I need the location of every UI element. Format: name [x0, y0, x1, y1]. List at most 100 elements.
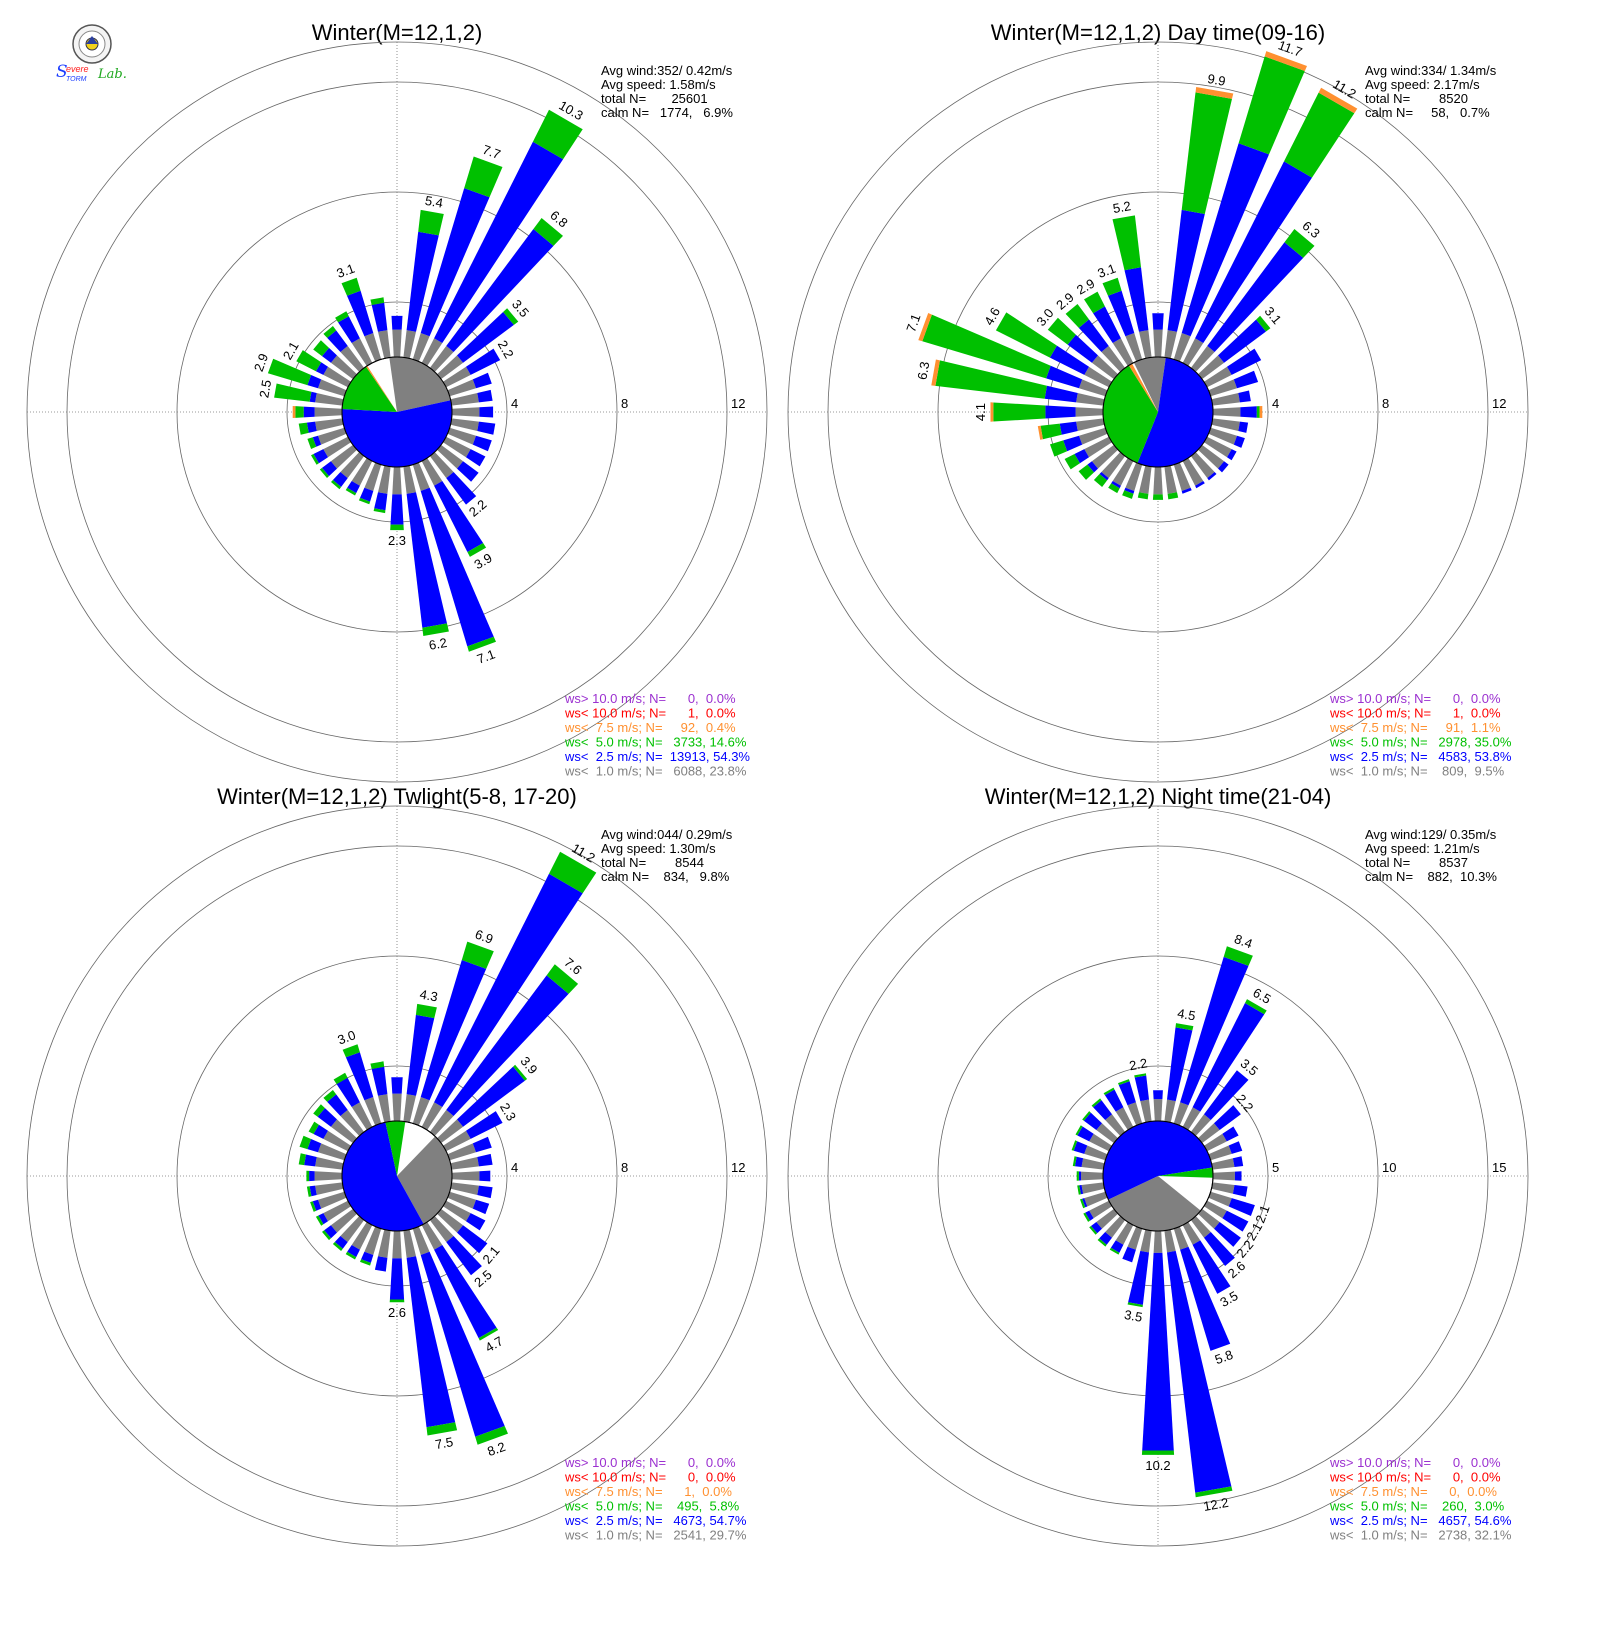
wind-bar-segment [1208, 1145, 1232, 1161]
pie-slice [385, 1120, 406, 1176]
wind-bar-40 [1190, 1070, 1249, 1136]
wind-bar-segment [1238, 390, 1251, 403]
wind-bar-segment [323, 1130, 351, 1152]
wind-bar-segment [1204, 436, 1232, 458]
wind-bar-segment [1222, 1126, 1239, 1142]
wind-bar-segment [1084, 1191, 1108, 1207]
wind-bar-segment [1153, 329, 1163, 358]
wind-bar-segment [546, 964, 579, 994]
wind-bar-segment [370, 1061, 385, 1069]
wind-bar-330 [1103, 1087, 1134, 1130]
wind-bar-segment [1108, 290, 1135, 337]
wind-bar-segment [304, 1154, 317, 1167]
wind-bar-segment [330, 355, 357, 380]
stats-line: Avg wind:352/ 0.42m/s [601, 63, 733, 78]
wind-bar-segment [1180, 956, 1249, 1106]
wind-bar-segment [1127, 1302, 1143, 1308]
wind-bar-segment [532, 109, 583, 160]
wind-bar-segment [351, 338, 373, 366]
legend-entry: ws< 10.0 m/s; N= 1, 0.0% [1329, 706, 1501, 721]
wind-bar-segment [373, 508, 386, 514]
wind-bar-segment [1078, 464, 1094, 480]
bar-value-label: 2.9 [251, 351, 271, 373]
wind-bar-90 [1212, 406, 1263, 418]
wind-bar-segment [457, 312, 514, 363]
wind-bar-segment [313, 1124, 328, 1139]
wind-bar-260 [1037, 418, 1105, 440]
pie-outline [341, 356, 453, 468]
wind-bar-segment [1204, 1232, 1235, 1266]
wind-bar-350 [370, 1061, 391, 1123]
wind-bar-segment [1064, 454, 1080, 470]
wind-bar-190 [1137, 465, 1152, 500]
stats-line: calm N= 882, 10.3% [1365, 869, 1497, 884]
bar-value-label: 7.1 [903, 312, 923, 334]
wind-bar-segment [406, 231, 439, 332]
legend-entry: ws< 1.0 m/s; N= 2541, 29.7% [564, 1528, 747, 1543]
wind-bar-segment [1037, 425, 1043, 440]
wind-bar-segment [479, 1170, 491, 1182]
wind-bar-270 [1076, 1171, 1104, 1181]
wind-bar-segment [347, 481, 360, 494]
wind-bar-segment [318, 1191, 347, 1209]
wind-bar-segment [1167, 1027, 1193, 1102]
wind-bar-segment [415, 1003, 437, 1019]
legend-entry: ws> 10.0 m/s; N= 0, 0.0% [564, 691, 736, 706]
stats-line: total N= 25601 [601, 91, 708, 106]
wind-bar-segment [1099, 472, 1109, 481]
wind-bar-70 [447, 1136, 492, 1161]
wind-bar-230 [319, 444, 357, 478]
wind-bar-segment [323, 436, 351, 458]
bar-value-label: 2.6 [388, 1305, 406, 1320]
wind-bar-segment [472, 372, 492, 389]
wind-bar-110 [447, 427, 492, 452]
wind-bar-segment [1142, 1252, 1174, 1451]
bar-value-label: 4.5 [1176, 1006, 1196, 1024]
wind-bar-50 [1198, 1105, 1241, 1144]
wind-bar-segment [443, 1200, 471, 1222]
wind-bar-segment [315, 1182, 344, 1195]
ring-label: 15 [1492, 1160, 1506, 1175]
wind-bar-segment [1109, 1247, 1120, 1255]
legend-entry: ws< 2.5 m/s; N= 4657, 54.6% [1329, 1513, 1512, 1528]
wind-bar-segment [467, 543, 487, 557]
wind-bar-segment [429, 1216, 454, 1243]
stats-line: Avg speed: 2.17m/s [1365, 77, 1480, 92]
legend-entry: ws< 1.0 m/s; N= 2738, 32.1% [1329, 1528, 1512, 1543]
bar-value-label: 7.5 [434, 1434, 454, 1452]
bar-value-label: 6.3 [914, 360, 932, 380]
wind-bar-320 [323, 326, 365, 372]
wind-bar-segment [1118, 1079, 1130, 1086]
wind-bar-segment [1118, 1081, 1136, 1106]
wind-bar-segment [1093, 306, 1121, 343]
wind-bar-segment [1050, 440, 1068, 457]
wind-bar-segment [1103, 1087, 1115, 1096]
wind-bar-segment [434, 481, 484, 552]
wind-bar-segment [306, 421, 317, 433]
pie-slice [342, 400, 453, 468]
wind-bar-segment [378, 1094, 391, 1123]
bar-value-label: 3.5 [1123, 1307, 1143, 1325]
wind-bar-60 [1204, 1126, 1239, 1152]
wind-bar-segment [330, 444, 357, 469]
wind-bar-20 [1173, 946, 1253, 1126]
wind-bar-10 [403, 1003, 437, 1123]
wind-bar-segment [457, 1225, 488, 1254]
wind-bar-segment [1067, 334, 1098, 363]
wind-bar-segment [1141, 1450, 1175, 1455]
wind-bar-segment [347, 290, 374, 337]
wind-bar-30 [1182, 87, 1358, 366]
wind-bar-segment [340, 1216, 365, 1243]
wind-bar-segment [345, 1052, 374, 1101]
windrose-panel-4: Winter(M=12,1,2) Night time(21-04) 5 10 15 4… [787, 784, 1529, 1547]
wind-bar-segment [1124, 487, 1135, 494]
wind-bar-segment [313, 1104, 325, 1117]
wind-bar-segment [1091, 355, 1118, 380]
wind-bar-segment [420, 487, 494, 647]
wind-bar-segment [389, 1299, 405, 1303]
wind-bar-60 [443, 348, 501, 388]
wind-bar-segment [1125, 462, 1143, 491]
wind-bar-segment [340, 1109, 365, 1136]
wind-bar-segment [323, 366, 351, 388]
wind-bar-segment [333, 1072, 348, 1085]
